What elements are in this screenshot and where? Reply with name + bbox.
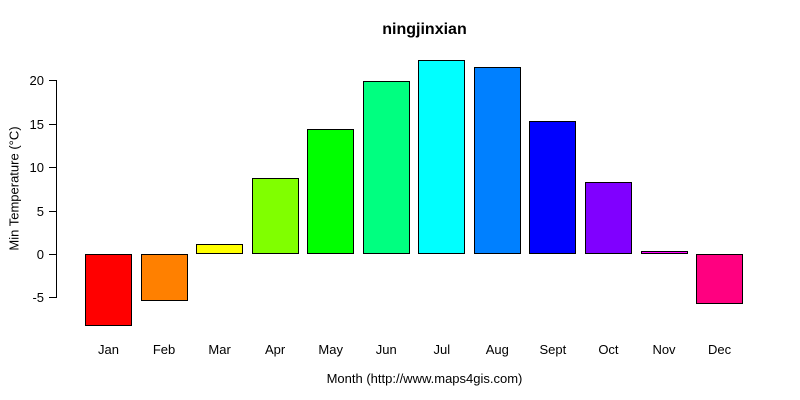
y-tick-mark xyxy=(49,210,56,212)
bar-jun xyxy=(362,81,410,254)
bar-dec xyxy=(696,254,744,305)
month-label-aug: Aug xyxy=(485,342,509,357)
bar-mar xyxy=(196,244,244,254)
month-label-feb: Feb xyxy=(152,342,176,357)
bar-nov xyxy=(640,250,688,254)
bar-aug xyxy=(473,67,521,254)
bar-jul xyxy=(418,59,466,254)
month-label-jul: Jul xyxy=(433,342,451,357)
y-axis-label: Min Temperature (°C) xyxy=(6,126,22,251)
bar-oct xyxy=(584,181,632,254)
y-tick-label: 15 xyxy=(29,116,44,132)
y-tick-mark xyxy=(49,254,56,255)
bar-feb xyxy=(140,254,188,301)
month-label-may: May xyxy=(318,342,343,357)
bar-apr xyxy=(251,178,299,254)
y-tick-mark xyxy=(49,167,56,169)
bar-jan xyxy=(85,254,132,327)
y-tick-label: 20 xyxy=(29,73,44,89)
month-label-sept: Sept xyxy=(539,342,567,357)
month-label-dec: Dec xyxy=(707,342,732,357)
x-axis-label: Month (http://www.maps4gis.com) xyxy=(326,371,523,386)
y-tick-mark xyxy=(49,80,56,82)
y-axis-line xyxy=(56,80,57,299)
month-label-nov: Nov xyxy=(652,342,676,357)
month-label-jun: Jun xyxy=(375,342,397,357)
month-label-jan: Jan xyxy=(98,342,119,357)
y-tick-label: 5 xyxy=(36,203,44,219)
month-label-oct: Oct xyxy=(598,342,619,357)
chart-title: ningjinxian xyxy=(382,21,467,38)
y-tick-label: -5 xyxy=(32,290,44,306)
y-tick-label: 10 xyxy=(29,160,44,176)
bar-may xyxy=(307,129,355,254)
month-label-mar: Mar xyxy=(208,342,231,357)
month-label-apr: Apr xyxy=(265,342,286,357)
y-tick-mark xyxy=(49,297,56,299)
y-tick-label: 0 xyxy=(36,247,44,262)
y-tick-mark xyxy=(49,123,56,125)
bar-sept xyxy=(529,121,577,254)
